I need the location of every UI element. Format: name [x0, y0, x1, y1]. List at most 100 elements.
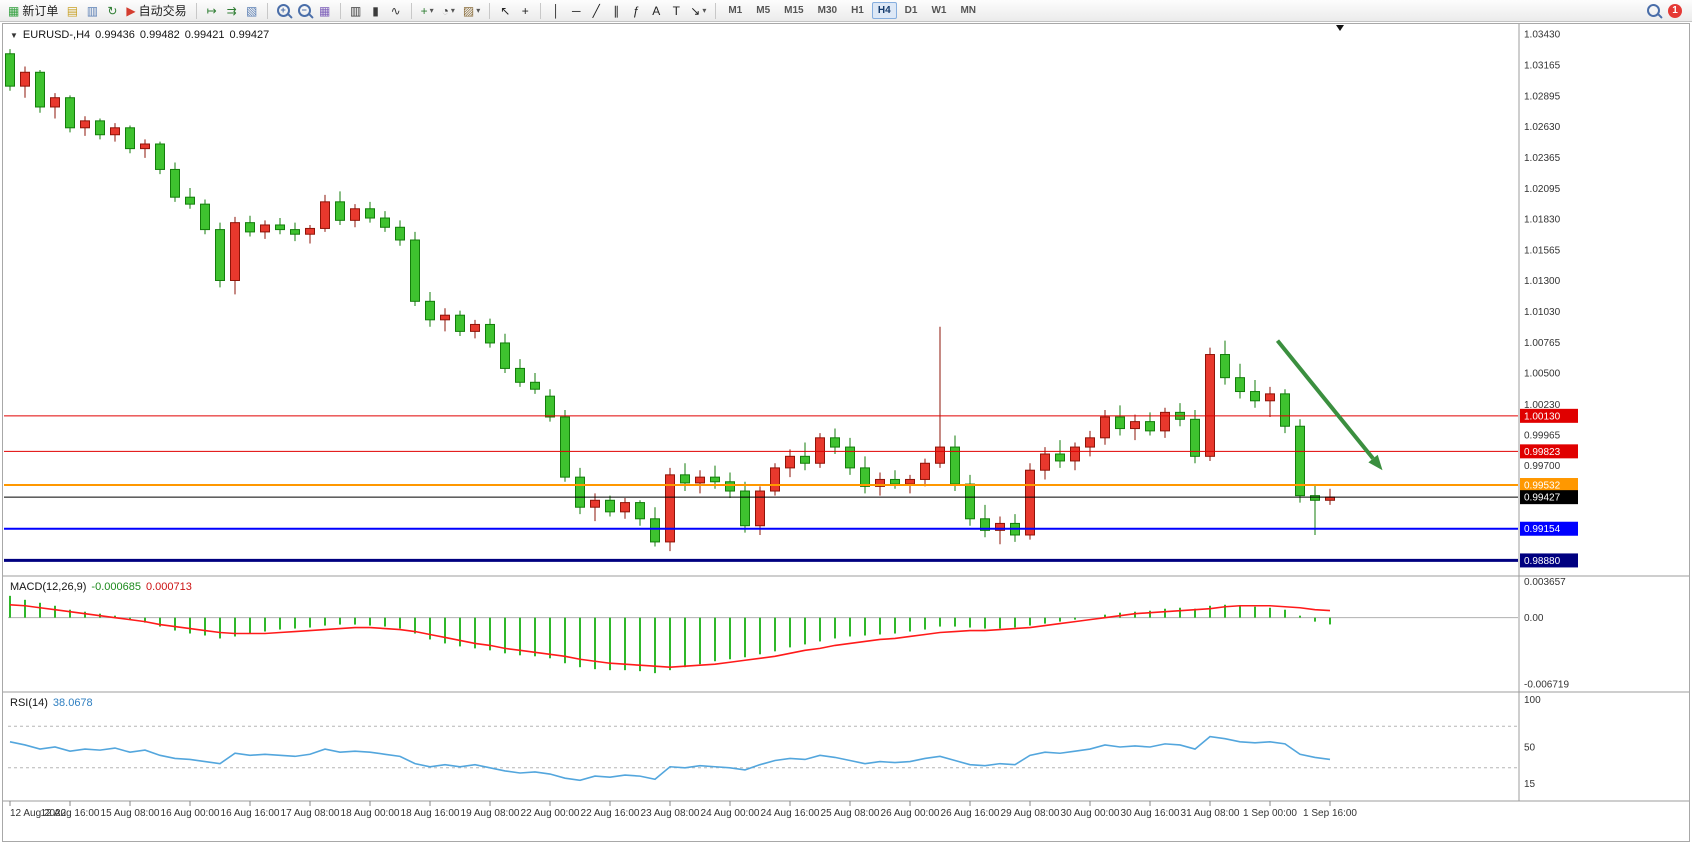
time-tick-label: 26 Aug 00:00: [881, 808, 940, 819]
line-chart-icon[interactable]: ∿: [387, 2, 405, 20]
price-label-text: 0.99823: [1524, 447, 1561, 458]
refresh-icon[interactable]: ↻: [103, 2, 121, 20]
candle-body: [575, 476, 585, 508]
ohlc-high: 0.99482: [139, 29, 180, 41]
search-icon[interactable]: [1647, 4, 1660, 17]
candlestick-chart-icon-glyph: ▮: [372, 3, 379, 18]
print-icon[interactable]: ▥: [83, 2, 101, 20]
candle-body: [365, 208, 375, 219]
zoom-out-icon[interactable]: −: [295, 2, 314, 20]
charts-window-icon-glyph: ▤: [66, 3, 79, 18]
periods-button[interactable]: ◔ ▾: [439, 2, 458, 20]
candle-body: [1160, 411, 1170, 432]
collapse-triangle-icon[interactable]: ▼: [10, 30, 18, 40]
ohlc-open: 0.99436: [95, 29, 135, 41]
horizontal-line-icon[interactable]: ─: [567, 2, 585, 20]
candle-body: [110, 127, 120, 136]
timeframe-button-mn[interactable]: MN: [960, 5, 977, 16]
price-tick-label: 1.00230: [1524, 400, 1561, 411]
autotrading-button-glyph: ▶: [126, 3, 136, 18]
cursor-icon[interactable]: ↖: [496, 2, 514, 20]
zoom-in-icon[interactable]: +: [274, 2, 293, 20]
timeframe-button-m5[interactable]: M5: [756, 5, 771, 16]
crosshair-icon[interactable]: +: [516, 2, 534, 20]
candle-body: [140, 143, 150, 150]
candle-body: [620, 502, 630, 513]
notification-badge[interactable]: 1: [1668, 3, 1682, 18]
channel-icon[interactable]: ∥: [607, 2, 625, 20]
new-order-button-label: 新订单: [22, 3, 59, 18]
time-tick-label: 12 Aug 16:00: [41, 808, 100, 819]
fibonacci-icon[interactable]: ƒ: [627, 2, 645, 20]
text-label-icon[interactable]: T: [667, 2, 685, 20]
new-chart-icon[interactable]: ▧: [243, 2, 261, 20]
candle-body: [380, 217, 390, 228]
rsi-line: [9, 735, 1331, 782]
macd-scale-label: -0.006719: [1524, 680, 1569, 691]
time-tick-label: 26 Aug 16:00: [941, 808, 1000, 819]
timeframe-button-d1[interactable]: D1: [904, 5, 918, 16]
periods-button-glyph: ◔: [441, 3, 449, 18]
candle-body: [35, 71, 45, 108]
timeframe-button-m1[interactable]: M1: [728, 5, 743, 16]
timeframe-button-m30[interactable]: M30: [817, 5, 838, 16]
trend-arrow-head[interactable]: [1368, 454, 1383, 471]
trendline-icon[interactable]: ╱: [587, 2, 605, 20]
candle-body: [185, 196, 195, 205]
candle-body: [530, 381, 540, 390]
indicators-button-glyph: +: [420, 3, 428, 18]
chart-scroll-marker[interactable]: [1336, 25, 1344, 31]
price-label-box: [1520, 553, 1578, 568]
time-tick-label: 16 Aug 00:00: [161, 808, 220, 819]
candle-body: [395, 226, 405, 241]
candle-body: [1055, 453, 1065, 462]
auto-scroll-icon-glyph: ↦: [206, 3, 217, 18]
bar-chart-icon[interactable]: ▥: [347, 2, 365, 20]
price-tick-label: 1.02630: [1524, 122, 1561, 133]
candle-body: [1295, 425, 1305, 497]
candle-body: [410, 239, 420, 302]
candle-body: [665, 474, 675, 543]
candle-body: [290, 229, 300, 235]
arrows-button[interactable]: ↘ ▾: [687, 2, 709, 20]
price-tick-label: 0.99965: [1524, 430, 1561, 441]
price-label-text: 0.99427: [1524, 493, 1561, 504]
candle-body: [335, 201, 345, 221]
new-chart-icon-glyph: ▧: [245, 3, 258, 18]
tile-windows-icon[interactable]: ▦: [316, 2, 334, 20]
candle-body: [680, 474, 690, 484]
vertical-line-icon[interactable]: │: [547, 2, 565, 20]
price-tick-label: 1.02365: [1524, 153, 1561, 164]
candle-body: [875, 478, 885, 487]
timeframe-button-m15[interactable]: M15: [784, 5, 804, 16]
text-icon[interactable]: A: [647, 2, 665, 20]
autotrading-button[interactable]: ▶ 自动交易: [123, 2, 189, 20]
time-axis[interactable]: [9, 801, 1331, 806]
rsi-panel: [8, 725, 1518, 782]
price-tick-label: 1.00500: [1524, 369, 1561, 380]
rsi-scale-label: 15: [1524, 779, 1536, 790]
horizontal-line-icon-glyph: ─: [572, 3, 581, 18]
time-tick-label: 16 Aug 16:00: [221, 808, 280, 819]
candle-body: [455, 314, 465, 332]
auto-scroll-icon[interactable]: ↦: [203, 2, 221, 20]
candle-body: [5, 53, 15, 87]
chart-shift-icon[interactable]: ⇉: [223, 2, 241, 20]
new-order-button[interactable]: ▦ 新订单: [5, 2, 61, 20]
toolbar-button-group: ▦ 新订单 ▤ ▥ ↻ ▶ 自动交易 ↦ ⇉ ▧ + − ▦ ▥ ▮ ∿ + ▾ ◔ ▾ ▨ ▾ ↖ + │ ─ ╱ ∥ ƒ A T ↘ ▾: [4, 2, 721, 20]
indicators-button[interactable]: + ▾: [418, 2, 437, 20]
charts-window-icon[interactable]: ▤: [63, 2, 81, 20]
candle-body: [725, 481, 735, 492]
toolbar-separator: [410, 2, 412, 19]
candlestick-chart-icon[interactable]: ▮: [367, 2, 385, 20]
timeframe-button-h1[interactable]: H1: [851, 5, 864, 16]
candle-body: [800, 455, 810, 464]
candle-body: [50, 97, 60, 108]
timeframe-button-group: M1 M5 M15 M30 H1 H4 D1 W1 MN: [721, 2, 983, 19]
trendline-icon-glyph: ╱: [592, 3, 600, 18]
templates-button[interactable]: ▨ ▾: [460, 2, 483, 20]
timeframe-button-w1[interactable]: W1: [931, 5, 947, 16]
timeframe-button-h4[interactable]: H4: [871, 2, 897, 19]
trend-arrow-line[interactable]: [1275, 339, 1375, 460]
